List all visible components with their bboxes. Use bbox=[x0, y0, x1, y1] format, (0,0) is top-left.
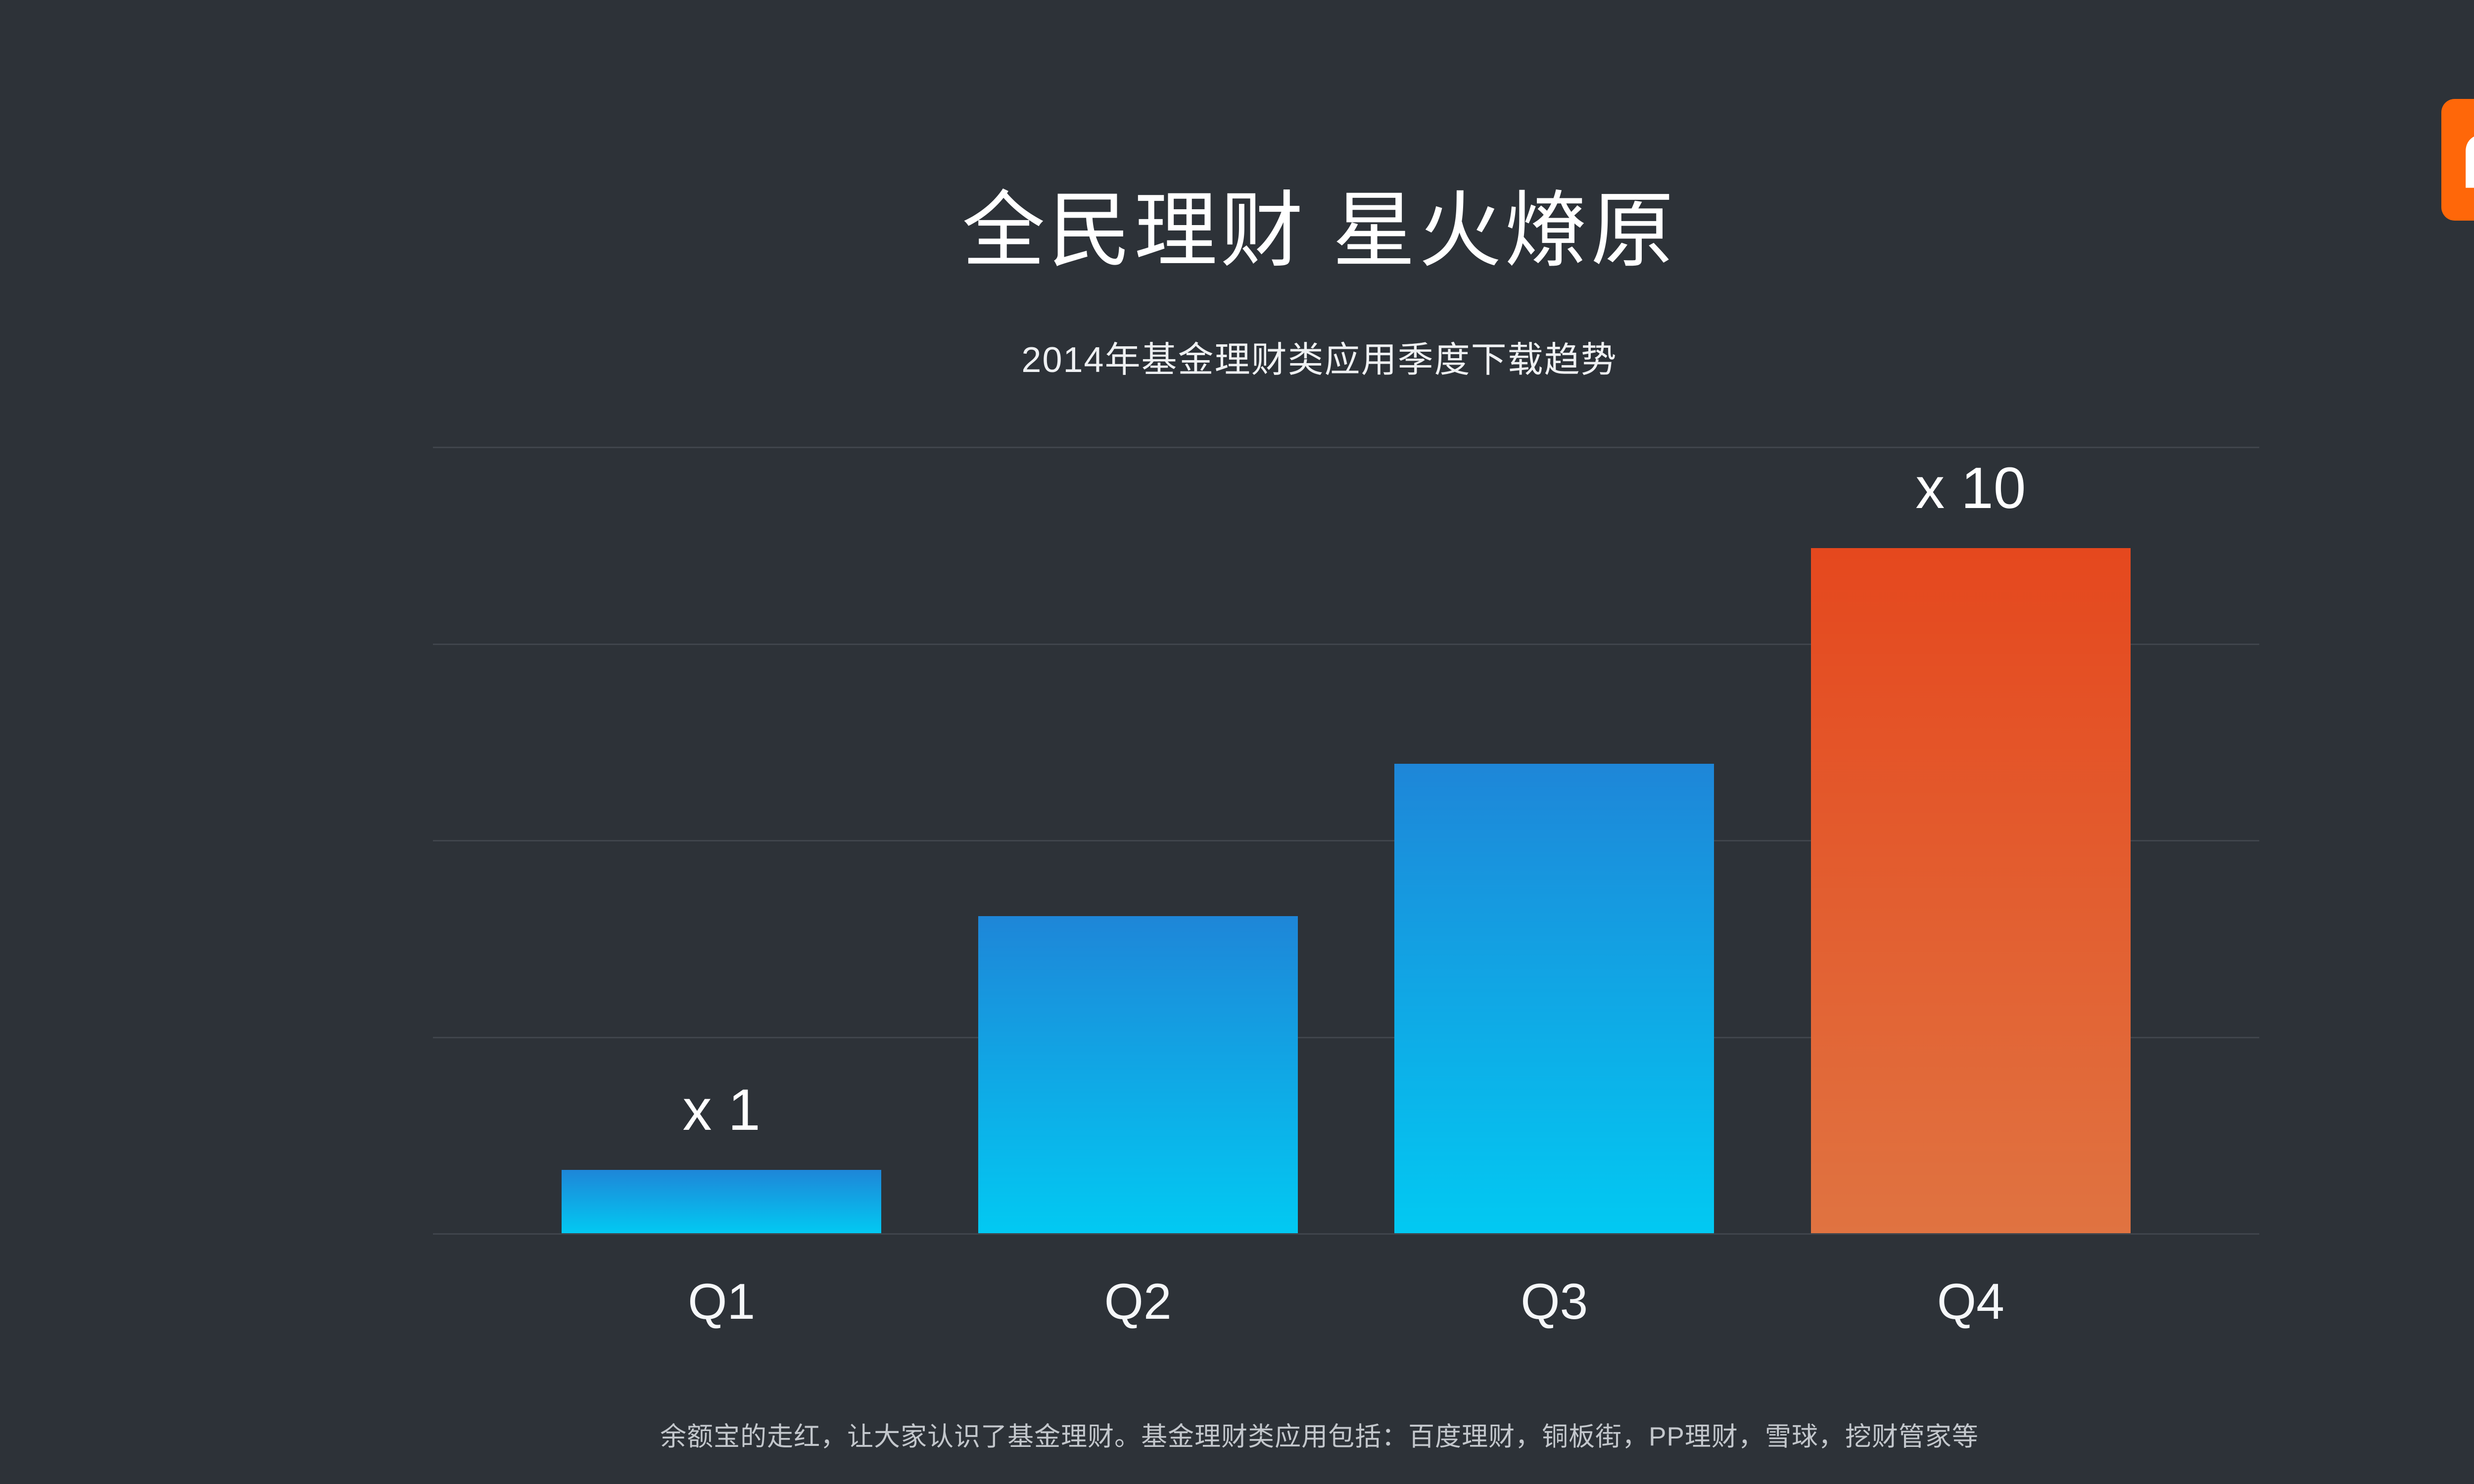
gridline bbox=[433, 840, 2259, 841]
bar-q1 bbox=[562, 1169, 882, 1233]
axis-label-q3: Q3 bbox=[1521, 1273, 1588, 1330]
gridline bbox=[433, 447, 2259, 448]
axis-label-q2: Q2 bbox=[1104, 1273, 1172, 1330]
gridline bbox=[433, 1036, 2259, 1038]
gridline bbox=[433, 1233, 2259, 1235]
gridline bbox=[433, 643, 2259, 645]
bar-q3 bbox=[1394, 764, 1714, 1233]
page-title: 全民理财 星火燎原 bbox=[962, 184, 1677, 277]
gridlines bbox=[433, 447, 2259, 1235]
bar-chart: Q1 x 1 Q2 Q3 Q4 x 10 bbox=[433, 447, 2259, 1330]
bar-q4 bbox=[1810, 548, 2131, 1233]
mi-logo bbox=[2441, 99, 2474, 221]
footnote: 余额宝的走红，让大家认识了基金理财。基金理财类应用包括：百度理财，铜板街，PP理… bbox=[660, 1422, 1979, 1451]
axis-label-q4: Q4 bbox=[1937, 1273, 2004, 1330]
page-subtitle: 2014年基金理财类应用季度下载趋势 bbox=[1021, 340, 1618, 380]
annotation-q4: x 10 bbox=[1915, 456, 2026, 521]
bar-q2 bbox=[978, 916, 1298, 1233]
axis-label-q1: Q1 bbox=[688, 1273, 756, 1330]
bars-container: Q1 x 1 Q2 Q3 Q4 x 10 bbox=[433, 447, 2259, 1330]
mi-logo-icon bbox=[2441, 99, 2474, 221]
annotation-q1: x 1 bbox=[682, 1077, 761, 1143]
